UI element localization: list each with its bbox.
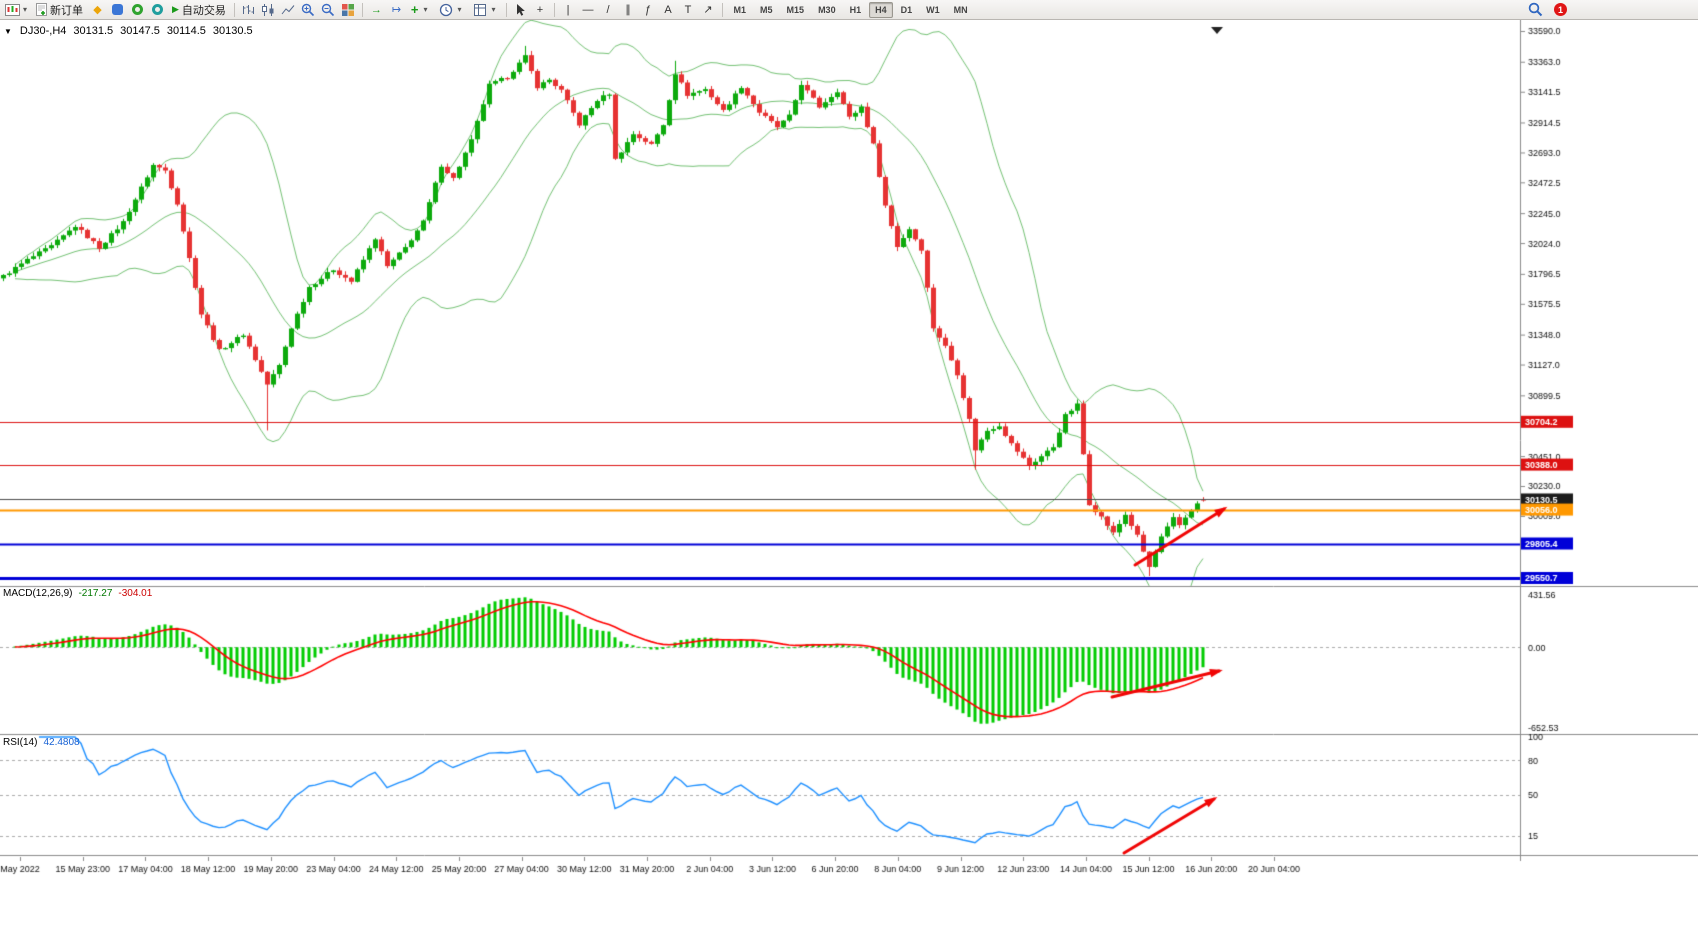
line-chart-icon[interactable] — [279, 1, 298, 19]
new-order-button[interactable]: 新订单 — [32, 1, 87, 19]
macd-indicator-label: MACD(12,26,9) -217.27 -304.01 — [3, 588, 152, 599]
ohlc-high: 30147.5 — [120, 25, 160, 37]
vps-icon[interactable] — [148, 1, 167, 19]
templates-dropdown-icon: ▾ — [491, 5, 496, 14]
macd-main-value: -217.27 — [78, 588, 113, 599]
zoom-in-icon[interactable] — [299, 1, 318, 19]
signals-icon[interactable] — [128, 1, 147, 19]
symbol-timeframe-label: DJ30-,H4 — [19, 25, 67, 37]
rsi-indicator-label: RSI(14) 42.4808 — [3, 737, 80, 748]
crosshair-icon[interactable]: + — [536, 3, 544, 16]
tf-w1[interactable]: W1 — [926, 4, 940, 15]
auto-trading-button[interactable]: ▶ 自动交易 — [168, 1, 230, 19]
search-icon[interactable] — [1526, 1, 1545, 19]
tf-h1[interactable]: H1 — [849, 4, 862, 15]
rsi-name: RSI(14) — [3, 737, 38, 748]
toolbar-right-group: 1 — [1526, 1, 1567, 19]
chart-menu-arrow-icon[interactable]: ▼ — [4, 26, 12, 36]
indicators-dropdown-icon: ▾ — [423, 5, 428, 14]
periods-dropdown-icon: ▾ — [457, 5, 462, 14]
periods-button[interactable]: ▾ — [435, 1, 468, 19]
tf-d1[interactable]: D1 — [900, 4, 913, 15]
new-chart-dropdown-icon[interactable]: ▾ — [23, 5, 28, 14]
notification-badge[interactable]: 1 — [1554, 3, 1567, 16]
indicators-plus-icon: + — [410, 2, 419, 17]
market-icon[interactable] — [108, 1, 127, 19]
bar-chart-icon[interactable] — [239, 1, 258, 19]
toolbar-separator — [505, 2, 507, 17]
toolbar-separator — [233, 2, 235, 17]
mql5-diamond-icon[interactable]: ◆ — [93, 4, 102, 16]
tf-mn[interactable]: MN — [953, 4, 968, 15]
candlestick-chart-icon[interactable] — [259, 1, 278, 19]
toolbar-separator — [553, 2, 555, 17]
channel-icon[interactable]: ∥ — [625, 4, 631, 16]
arrows-icon[interactable]: ↗ — [703, 4, 713, 16]
auto-scroll-icon[interactable]: → — [370, 3, 382, 16]
tile-windows-icon[interactable] — [339, 1, 358, 19]
tf-m30[interactable]: M30 — [818, 4, 836, 15]
ohlc-close: 30130.5 — [212, 25, 253, 37]
indicators-button[interactable]: + ▾ — [407, 1, 434, 19]
order-form-icon — [36, 3, 47, 16]
chart-canvas[interactable] — [0, 20, 1698, 944]
play-icon: ▶ — [172, 4, 179, 14]
clock-icon — [439, 3, 453, 17]
chart-header: ▼ DJ30-,H4 30131.5 30147.5 30114.5 30130… — [4, 25, 253, 37]
new-order-label: 新订单 — [50, 4, 83, 17]
horizontal-line-icon[interactable]: — — [582, 3, 594, 16]
chart-shift-icon[interactable]: ↦ — [391, 4, 402, 16]
vertical-line-icon[interactable]: | — [566, 3, 570, 16]
toolbar: ▾ 新订单 ◆ ▶ 自动交易 → ↦ + ▾ ▾ — [0, 0, 1698, 20]
zoom-out-icon[interactable] — [319, 1, 338, 19]
timeframe-group: M1 M5 M15 M30 H1 H4 D1 W1 MN — [727, 1, 975, 18]
new-chart-icon[interactable] — [3, 1, 22, 19]
tf-h4[interactable]: H4 — [869, 1, 893, 18]
tf-m1[interactable]: M1 — [733, 4, 747, 15]
rsi-value: 42.4808 — [43, 737, 80, 748]
auto-trading-label: 自动交易 — [181, 4, 226, 17]
ohlc-open: 30131.5 — [73, 25, 114, 37]
toolbar-separator — [361, 2, 363, 17]
label-icon[interactable]: T — [684, 3, 692, 16]
cursor-icon[interactable] — [511, 1, 530, 19]
macd-name: MACD(12,26,9) — [3, 588, 73, 599]
templates-button[interactable]: ▾ — [469, 1, 502, 19]
fibonacci-icon[interactable]: ƒ — [644, 3, 652, 16]
toolbar-separator — [721, 2, 723, 17]
template-icon — [473, 3, 487, 17]
trendline-icon[interactable]: / — [606, 3, 610, 16]
ohlc-low: 30114.5 — [166, 25, 206, 37]
tf-m5[interactable]: M5 — [760, 4, 773, 15]
text-icon[interactable]: A — [664, 3, 672, 16]
macd-signal-value: -304.01 — [118, 588, 153, 599]
tf-m15[interactable]: M15 — [786, 4, 805, 15]
